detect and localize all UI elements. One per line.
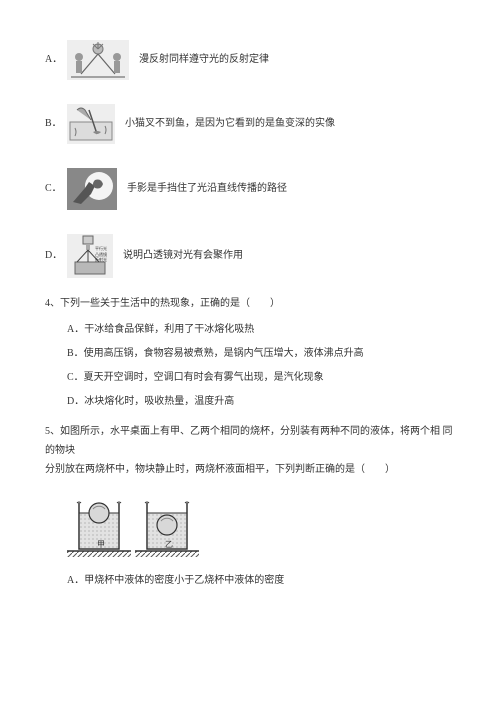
q3-option-c: C． 手影是手挡住了光沿直线传播的路径 bbox=[45, 168, 455, 210]
option-label: B． bbox=[45, 116, 67, 132]
svg-text:乙: 乙 bbox=[165, 540, 173, 549]
svg-text:平行光: 平行光 bbox=[95, 245, 107, 251]
q3-option-b: B． 小猫叉不到鱼，是因为它看到的是鱼变深的实像 bbox=[45, 104, 455, 144]
beaker-jia: 甲 bbox=[67, 493, 131, 559]
q4-stem: 4、下列一些关于生活中的热现象，正确的是（ ） bbox=[45, 296, 455, 312]
q3-image-a bbox=[67, 40, 129, 80]
text: 干冰给食品保鲜，利用了干冰熔化吸热 bbox=[84, 324, 254, 335]
q3-text-a: 漫反射同样遵守光的反射定律 bbox=[139, 52, 455, 68]
q4-option-d: D．冰块熔化时，吸收热量，温度升高 bbox=[67, 394, 455, 410]
text: 冰块熔化时，吸收热量，温度升高 bbox=[84, 396, 234, 407]
q5-option-a: A．甲烧杯中液体的密度小于乙烧杯中液体的密度 bbox=[67, 573, 455, 589]
q4-option-a: A．干冰给食品保鲜，利用了干冰熔化吸热 bbox=[67, 322, 455, 338]
label: A． bbox=[67, 324, 84, 335]
q3-image-d: 平行光 凸透镜 折射光 bbox=[67, 234, 113, 278]
svg-text:折射光: 折射光 bbox=[95, 256, 107, 262]
text: 夏天开空调时，空调口有时会有雾气出现，是汽化现象 bbox=[84, 372, 324, 383]
q5-line2: 分别放在两烧杯中，物块静止时，两烧杯液面相平，下列判断正确的是（ ） bbox=[45, 464, 395, 475]
q3-text-b: 小猫叉不到鱼，是因为它看到的是鱼变深的实像 bbox=[125, 116, 455, 132]
q3-image-b bbox=[67, 104, 115, 144]
text: 甲烧杯中液体的密度小于乙烧杯中液体的密度 bbox=[84, 575, 284, 586]
label: B． bbox=[67, 348, 84, 359]
label: D． bbox=[67, 396, 84, 407]
q3-image-c bbox=[67, 168, 117, 210]
q5-figure: 甲 乙 bbox=[67, 493, 455, 559]
q3-text-d: 说明凸透镜对光有会聚作用 bbox=[123, 248, 455, 264]
q3-option-d: D． 平行光 凸透镜 折射光 说明凸透镜对光有会聚作用 bbox=[45, 234, 455, 278]
svg-text:甲: 甲 bbox=[97, 540, 105, 549]
label: A． bbox=[67, 575, 84, 586]
beaker-yi: 乙 bbox=[135, 493, 199, 559]
q3-option-a: A． 漫反射同样遵守光的反射定律 bbox=[45, 40, 455, 80]
q4-option-b: B．使用高压锅，食物容易被煮熟，是锅内气压增大，液体沸点升高 bbox=[67, 346, 455, 362]
q5-line1: 5、如图所示，水平桌面上有甲、乙两个相同的烧杯，分别装有两种不同的液体，将两个相… bbox=[45, 426, 453, 456]
q4-option-c: C．夏天开空调时，空调口有时会有雾气出现，是汽化现象 bbox=[67, 370, 455, 386]
text: 使用高压锅，食物容易被煮熟，是锅内气压增大，液体沸点升高 bbox=[84, 348, 364, 359]
option-label: C． bbox=[45, 181, 67, 197]
q5-stem: 5、如图所示，水平桌面上有甲、乙两个相同的烧杯，分别装有两种不同的液体，将两个相… bbox=[45, 422, 455, 479]
label: C． bbox=[67, 372, 84, 383]
option-label: D． bbox=[45, 248, 67, 264]
q3-text-c: 手影是手挡住了光沿直线传播的路径 bbox=[127, 181, 455, 197]
option-label: A． bbox=[45, 52, 67, 68]
